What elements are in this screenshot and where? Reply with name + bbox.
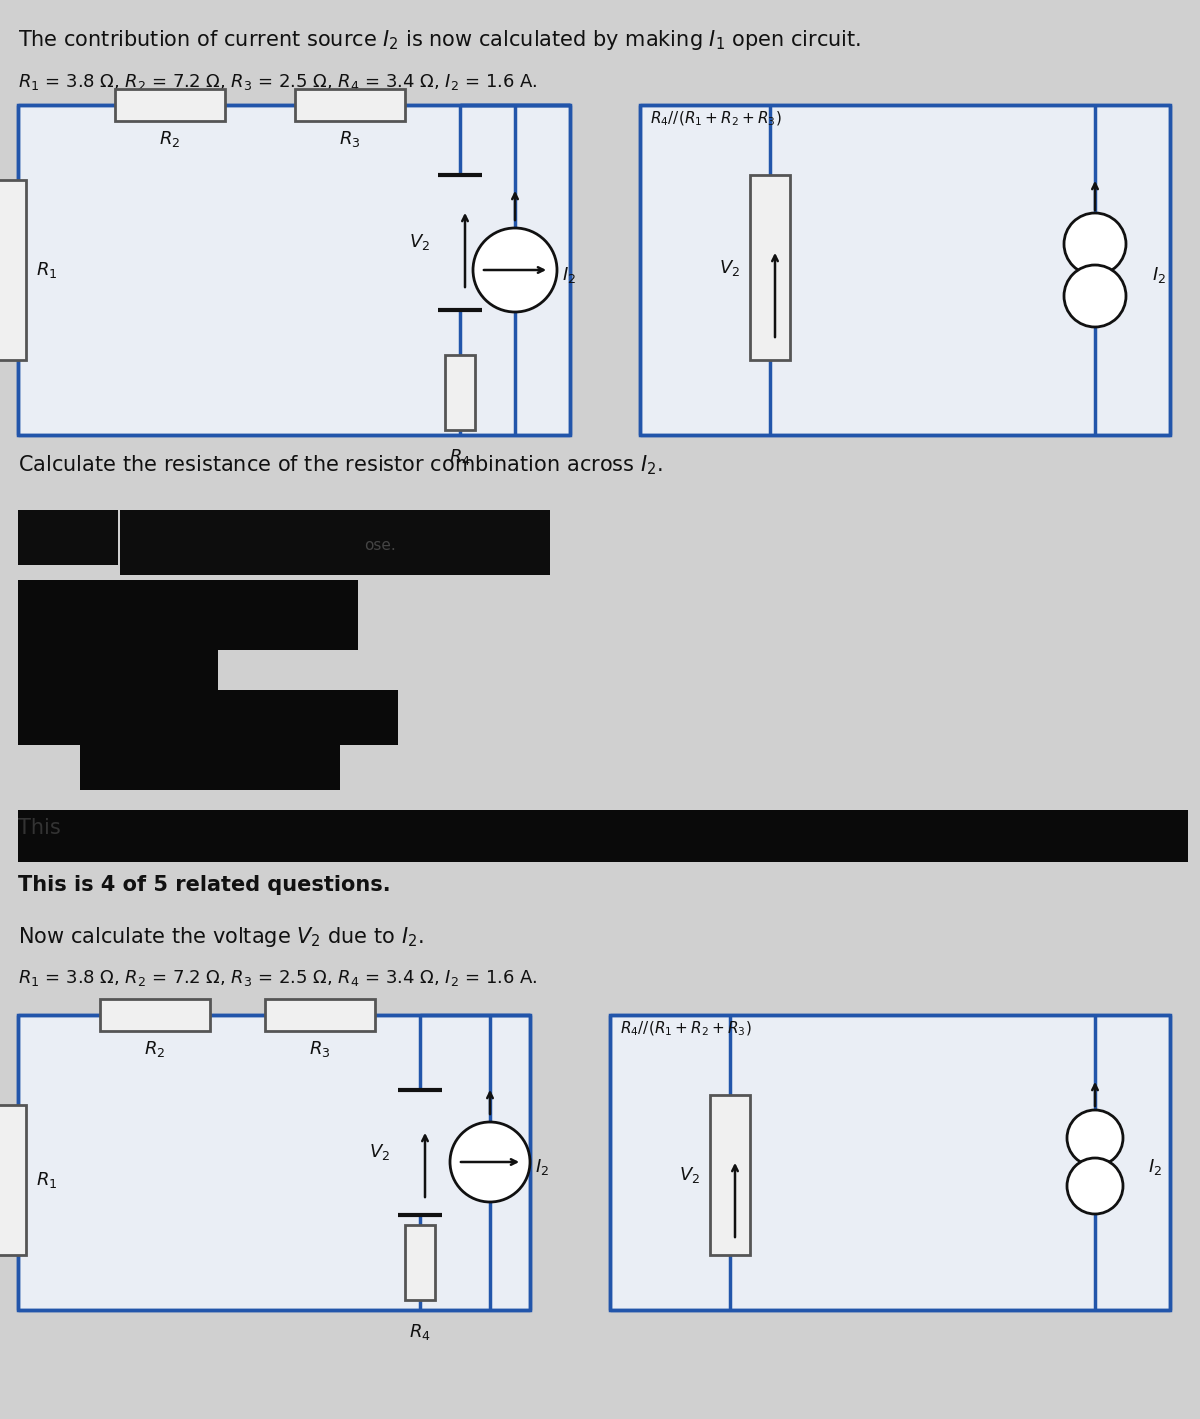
Circle shape bbox=[1067, 1110, 1123, 1166]
Bar bbox=[120, 509, 550, 575]
Text: Calculate the resistance of the resistor combination across $I_2$.: Calculate the resistance of the resistor… bbox=[18, 453, 662, 477]
Text: $R_1$ = 3.8 Ω, $R_2$ = 7.2 Ω, $R_3$ = 2.5 Ω, $R_4$ = 3.4 Ω, $I_2$ = 1.6 A.: $R_1$ = 3.8 Ω, $R_2$ = 7.2 Ω, $R_3$ = 2.… bbox=[18, 72, 538, 92]
Text: $R_1$: $R_1$ bbox=[36, 260, 58, 280]
Text: $I_2$: $I_2$ bbox=[535, 1156, 550, 1176]
Circle shape bbox=[1064, 265, 1126, 326]
Bar bbox=[18, 580, 358, 650]
Text: $I_2$: $I_2$ bbox=[1148, 1156, 1162, 1176]
Bar bbox=[18, 640, 218, 700]
Text: $R_2$: $R_2$ bbox=[160, 129, 181, 149]
Bar bbox=[100, 999, 210, 1032]
Text: The contribution of current source $I_2$ is now calculated by making $I_1$ open : The contribution of current source $I_2$… bbox=[18, 28, 862, 53]
Text: $R_2$: $R_2$ bbox=[144, 1039, 166, 1059]
Bar bbox=[80, 739, 340, 790]
Text: $R_4$: $R_4$ bbox=[449, 447, 470, 467]
Bar bbox=[406, 1225, 436, 1300]
Text: $R_3$: $R_3$ bbox=[310, 1039, 331, 1059]
Bar bbox=[0, 1105, 26, 1254]
Bar bbox=[750, 175, 790, 360]
Text: $R_4//(R_1+R_2+R_3)$: $R_4//(R_1+R_2+R_3)$ bbox=[620, 1020, 751, 1039]
Bar bbox=[640, 105, 1170, 436]
Bar bbox=[18, 690, 398, 745]
Text: $R_4//(R_1+R_2+R_3)$: $R_4//(R_1+R_2+R_3)$ bbox=[650, 111, 781, 128]
Text: $V_2$: $V_2$ bbox=[719, 257, 740, 278]
Bar bbox=[18, 810, 1188, 861]
Bar bbox=[710, 1095, 750, 1254]
Circle shape bbox=[450, 1122, 530, 1202]
Bar bbox=[18, 1015, 530, 1310]
Text: ose.: ose. bbox=[364, 538, 396, 552]
Text: $V_2$: $V_2$ bbox=[409, 233, 430, 253]
Text: $R_3$: $R_3$ bbox=[340, 129, 361, 149]
Bar bbox=[610, 1015, 1170, 1310]
Circle shape bbox=[1067, 1158, 1123, 1215]
Circle shape bbox=[473, 228, 557, 312]
Bar bbox=[265, 999, 374, 1032]
Circle shape bbox=[1064, 213, 1126, 275]
Text: $I_2$: $I_2$ bbox=[562, 265, 576, 285]
Text: Now calculate the voltage $V_2$ due to $I_2$.: Now calculate the voltage $V_2$ due to $… bbox=[18, 925, 424, 949]
Text: This: This bbox=[18, 817, 61, 839]
Bar bbox=[18, 509, 118, 565]
Bar bbox=[18, 105, 570, 436]
Text: $R_1$ = 3.8 Ω, $R_2$ = 7.2 Ω, $R_3$ = 2.5 Ω, $R_4$ = 3.4 Ω, $I_2$ = 1.6 A.: $R_1$ = 3.8 Ω, $R_2$ = 7.2 Ω, $R_3$ = 2.… bbox=[18, 968, 538, 988]
Bar bbox=[445, 355, 475, 430]
Text: This is 4 of 5 related questions.: This is 4 of 5 related questions. bbox=[18, 876, 391, 895]
Bar bbox=[295, 89, 406, 121]
Text: $V_2$: $V_2$ bbox=[679, 1165, 700, 1185]
Text: $R_4$: $R_4$ bbox=[409, 1323, 431, 1342]
Bar bbox=[0, 180, 26, 360]
Text: $R_1$: $R_1$ bbox=[36, 1171, 58, 1191]
Text: $I_2$: $I_2$ bbox=[1152, 265, 1166, 285]
Text: $V_2$: $V_2$ bbox=[368, 1142, 390, 1162]
Bar bbox=[115, 89, 226, 121]
